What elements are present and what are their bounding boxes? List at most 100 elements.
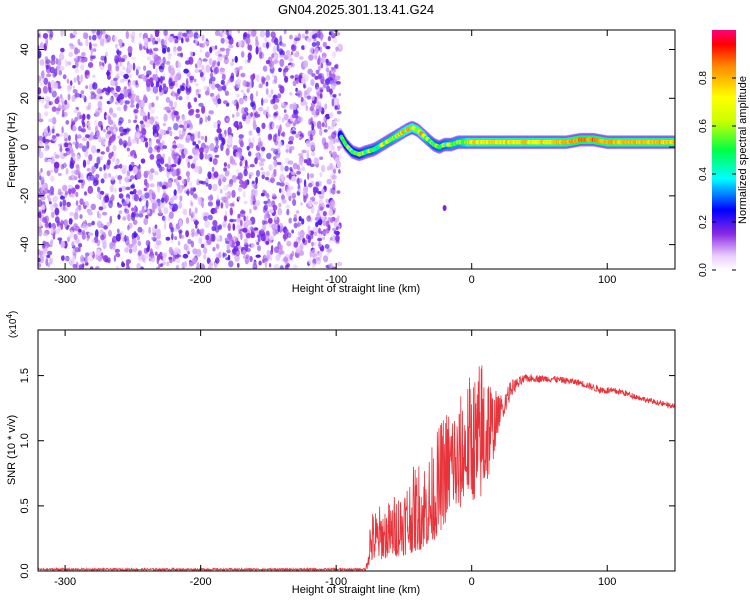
noise-speckle <box>220 79 225 85</box>
noise-speckle <box>273 263 280 269</box>
noise-speckle <box>218 224 223 230</box>
noise-speckle <box>162 47 167 54</box>
noise-speckle <box>218 251 222 259</box>
noise-speckle <box>76 205 82 212</box>
noise-speckle <box>319 206 324 211</box>
noise-speckle <box>84 191 87 196</box>
noise-speckle <box>112 113 117 118</box>
noise-speckle <box>69 32 73 39</box>
noise-speckle <box>281 101 285 106</box>
noise-speckle <box>194 130 199 139</box>
noise-speckle <box>76 154 80 162</box>
noise-speckle <box>265 240 270 245</box>
noise-speckle <box>297 221 300 228</box>
noise-speckle <box>252 227 255 233</box>
noise-speckle <box>273 156 277 161</box>
noise-speckle <box>297 177 300 185</box>
noise-speckle <box>87 211 93 216</box>
noise-speckle <box>140 137 145 143</box>
noise-speckle <box>303 159 308 164</box>
noise-speckle <box>173 74 179 82</box>
noise-speckle <box>109 215 113 224</box>
noise-speckle <box>246 215 249 219</box>
noise-speckle <box>172 194 178 200</box>
noise-speckle <box>156 37 161 43</box>
noise-speckle <box>80 254 85 263</box>
noise-speckle <box>102 62 105 67</box>
noise-speckle <box>38 199 43 208</box>
noise-speckle <box>64 111 68 117</box>
noise-speckle <box>162 153 165 159</box>
colorbar: 0.0 0.2 0.4 0.6 0.8 Normalized spectral ampl… <box>698 30 749 277</box>
noise-speckle <box>136 103 139 110</box>
noise-speckle <box>105 51 108 57</box>
noise-speckle <box>73 212 79 220</box>
noise-speckle <box>174 236 178 241</box>
noise-speckle <box>73 109 79 114</box>
noise-speckle <box>173 48 177 56</box>
noise-speckle <box>288 172 292 180</box>
noise-speckle <box>288 57 294 62</box>
noise-speckle <box>302 237 306 244</box>
noise-speckle <box>287 140 294 145</box>
noise-speckle <box>117 55 122 62</box>
noise-speckle <box>38 33 41 38</box>
noise-speckle <box>47 250 53 256</box>
noise-speckle <box>137 250 143 256</box>
noise-speckle <box>224 54 228 61</box>
noise-speckle <box>328 262 334 269</box>
noise-speckle <box>63 132 69 140</box>
noise-speckle <box>184 34 190 42</box>
noise-speckle <box>262 98 269 104</box>
noise-speckle <box>162 83 167 88</box>
noise-speckle <box>172 80 176 86</box>
noise-speckle <box>305 140 310 145</box>
y-tick-label: 0.5 <box>19 498 31 513</box>
noise-speckle <box>322 116 327 122</box>
snr-line <box>38 365 675 571</box>
noise-speckle <box>156 266 161 269</box>
noise-speckle <box>224 170 230 177</box>
noise-speckle <box>169 100 174 107</box>
noise-speckle <box>272 45 277 54</box>
noise-speckle <box>92 179 99 187</box>
noise-speckle <box>38 262 42 268</box>
noise-speckle <box>236 101 239 110</box>
noise-speckle <box>305 203 309 208</box>
noise-speckle <box>252 136 255 144</box>
noise-speckle <box>194 220 199 226</box>
noise-speckle <box>337 146 341 152</box>
noise-speckle <box>232 218 237 223</box>
noise-speckle <box>151 236 156 241</box>
noise-speckle <box>326 251 330 256</box>
noise-speckle <box>133 205 138 213</box>
noise-speckle <box>87 222 92 227</box>
noise-speckle <box>112 241 116 251</box>
noise-speckle <box>257 245 261 252</box>
noise-speckle <box>299 229 305 238</box>
noise-speckle <box>226 243 230 251</box>
noise-speckle <box>131 93 135 101</box>
noise-speckle <box>71 241 75 248</box>
noise-speckle <box>170 106 176 111</box>
noise-speckle <box>249 208 252 214</box>
noise-speckle <box>294 37 300 42</box>
noise-speckle <box>79 214 83 219</box>
noise-speckle <box>331 234 335 242</box>
noise-speckle <box>205 182 209 187</box>
noise-speckle <box>268 263 272 268</box>
noise-speckle <box>117 214 121 220</box>
noise-speckle <box>175 254 182 258</box>
noise-speckle <box>252 119 257 128</box>
noise-speckle <box>166 46 171 53</box>
noise-speckle <box>143 65 147 71</box>
noise-speckle <box>201 200 204 209</box>
noise-speckle <box>179 230 182 240</box>
noise-speckle <box>72 31 78 36</box>
noise-speckle <box>130 150 134 157</box>
noise-speckle <box>246 219 252 226</box>
noise-speckle <box>227 254 231 261</box>
noise-speckle <box>174 136 180 140</box>
noise-speckle <box>326 178 332 185</box>
spectrogram-frame <box>37 29 676 270</box>
